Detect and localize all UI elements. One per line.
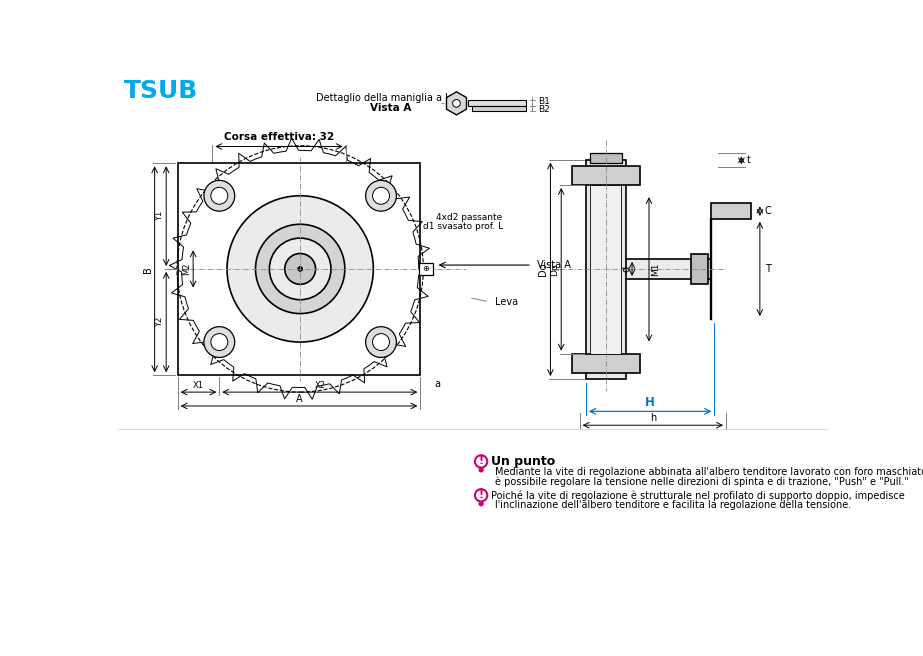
Bar xyxy=(468,100,526,106)
Text: Corsa effettiva: 32: Corsa effettiva: 32 xyxy=(224,133,334,142)
Text: Vista A: Vista A xyxy=(537,260,571,270)
Text: Y2: Y2 xyxy=(155,317,163,327)
Text: Y1: Y1 xyxy=(155,211,163,221)
Bar xyxy=(691,255,708,283)
Text: d: d xyxy=(622,266,631,272)
Bar xyxy=(419,263,433,275)
Circle shape xyxy=(204,180,234,211)
Text: t: t xyxy=(747,155,751,165)
Text: h: h xyxy=(650,413,656,423)
Text: Leva: Leva xyxy=(495,297,518,307)
Text: !: ! xyxy=(478,456,484,466)
Text: TSUB: TSUB xyxy=(124,79,198,103)
Text: C: C xyxy=(764,206,771,216)
Text: X2: X2 xyxy=(315,380,325,390)
Circle shape xyxy=(373,188,390,204)
Text: è possibile regolare la tensione nelle direzioni di spinta e di trazione, "Push": è possibile regolare la tensione nelle d… xyxy=(495,476,909,487)
Text: Vista A: Vista A xyxy=(370,103,412,113)
Bar xyxy=(572,166,640,185)
Circle shape xyxy=(210,334,228,350)
Bar xyxy=(626,259,711,279)
Circle shape xyxy=(479,502,483,506)
Text: B2: B2 xyxy=(538,105,550,114)
Circle shape xyxy=(475,489,487,501)
Text: 4xd2 passante: 4xd2 passante xyxy=(437,213,503,222)
Circle shape xyxy=(366,327,396,358)
Text: l'inclinazione dell'albero tenditore e facilita la regolazione della tensione.: l'inclinazione dell'albero tenditore e f… xyxy=(495,499,851,510)
Text: Dp: Dp xyxy=(550,263,558,276)
Text: Dettaglio della maniglia a leva: Dettaglio della maniglia a leva xyxy=(317,93,466,103)
Circle shape xyxy=(285,253,316,284)
Text: Do: Do xyxy=(538,262,547,276)
Text: !: ! xyxy=(478,489,484,499)
Circle shape xyxy=(210,188,228,204)
Text: M1: M1 xyxy=(651,262,660,276)
Bar xyxy=(591,185,621,354)
Bar xyxy=(586,159,626,379)
Circle shape xyxy=(452,100,461,107)
Circle shape xyxy=(298,266,303,271)
Text: Poiché la vite di regolazione è strutturale nel profilato di supporto doppio, im: Poiché la vite di regolazione è struttur… xyxy=(491,490,905,501)
Bar xyxy=(572,354,640,373)
Bar xyxy=(711,203,750,219)
Bar xyxy=(472,106,526,111)
Text: a: a xyxy=(434,379,440,390)
Circle shape xyxy=(373,334,390,350)
Circle shape xyxy=(227,195,373,342)
Circle shape xyxy=(475,455,487,468)
Polygon shape xyxy=(447,92,466,115)
Circle shape xyxy=(366,180,396,211)
Text: ⊕: ⊕ xyxy=(422,264,429,274)
Text: Mediante la vite di regolazione abbinata all'albero tenditore lavorato con foro : Mediante la vite di regolazione abbinata… xyxy=(495,467,923,477)
Text: X1: X1 xyxy=(193,380,204,390)
Circle shape xyxy=(204,327,234,358)
Text: H: H xyxy=(645,396,655,409)
Circle shape xyxy=(256,224,345,314)
Text: B: B xyxy=(143,266,152,273)
Bar xyxy=(178,163,420,375)
Text: M2: M2 xyxy=(182,262,191,275)
Circle shape xyxy=(479,468,483,472)
Circle shape xyxy=(270,238,331,300)
Bar xyxy=(590,154,622,163)
Text: Un punto: Un punto xyxy=(491,455,556,468)
Text: A: A xyxy=(295,394,303,404)
Text: T: T xyxy=(764,264,771,274)
Text: d1 svasato prof. L: d1 svasato prof. L xyxy=(423,222,503,231)
Text: B1: B1 xyxy=(538,97,550,106)
